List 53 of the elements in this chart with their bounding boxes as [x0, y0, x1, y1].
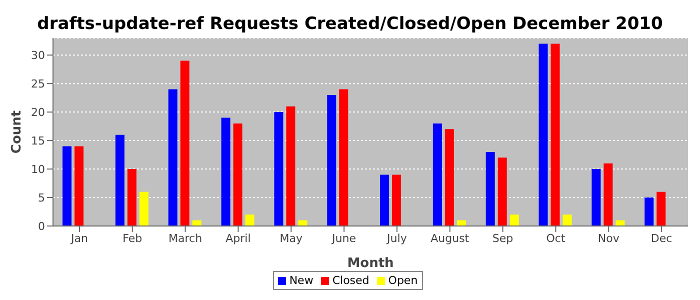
- bar: [498, 158, 507, 226]
- legend-label: Closed: [331, 274, 370, 287]
- legend-label: Open: [387, 274, 418, 287]
- bar: [510, 214, 519, 226]
- bar: [245, 214, 254, 226]
- x-tick-label: March: [168, 232, 202, 245]
- chart-title: drafts-update-ref Requests Created/Closed/Open December 2010: [36, 13, 664, 36]
- bar: [221, 118, 230, 226]
- x-tick-label: Dec: [650, 232, 672, 245]
- bar: [432, 123, 442, 226]
- bar: [486, 152, 495, 226]
- x-tick-label: May: [280, 232, 303, 245]
- x-tick-label: Nov: [598, 232, 620, 245]
- x-axis-title: Month: [347, 256, 394, 271]
- y-tick-label: 15: [31, 134, 45, 148]
- x-tick-label: Jan: [70, 232, 88, 245]
- bar: [62, 146, 72, 226]
- x-tick-label: July: [386, 232, 408, 245]
- bar: [644, 198, 654, 226]
- bar: [274, 112, 284, 226]
- x-tick-label: April: [226, 232, 251, 245]
- y-tick-label: 0: [38, 220, 45, 233]
- bar: [286, 106, 296, 226]
- x-tick-label: August: [430, 232, 470, 245]
- y-tick-label: 5: [38, 191, 45, 204]
- y-axis-title: Count: [10, 110, 25, 154]
- y-tick-label: 25: [31, 77, 45, 90]
- x-tick-label: Sep: [492, 232, 514, 245]
- bar: [327, 94, 336, 226]
- legend-label: New: [288, 274, 314, 287]
- bar: [139, 192, 148, 226]
- bar: [74, 146, 84, 226]
- y-tick-label: 30: [31, 48, 45, 62]
- bar: [562, 214, 572, 226]
- bar: [604, 163, 613, 226]
- bar: [538, 44, 548, 226]
- bar: [168, 89, 178, 226]
- bar: [550, 44, 560, 226]
- bar: [233, 123, 242, 226]
- bar: [380, 174, 390, 226]
- bar: [656, 192, 666, 226]
- y-tick-label: 20: [31, 106, 45, 119]
- x-tick-label: June: [331, 232, 356, 245]
- bar: [127, 169, 136, 226]
- bar: [339, 89, 348, 226]
- bar: [180, 60, 190, 226]
- x-tick-label: Oct: [546, 232, 566, 245]
- bar: [115, 134, 124, 226]
- x-tick-label: Feb: [122, 232, 142, 245]
- bar: [392, 174, 402, 226]
- y-tick-label: 10: [31, 162, 45, 176]
- bar: [444, 129, 454, 226]
- bar: [592, 169, 601, 226]
